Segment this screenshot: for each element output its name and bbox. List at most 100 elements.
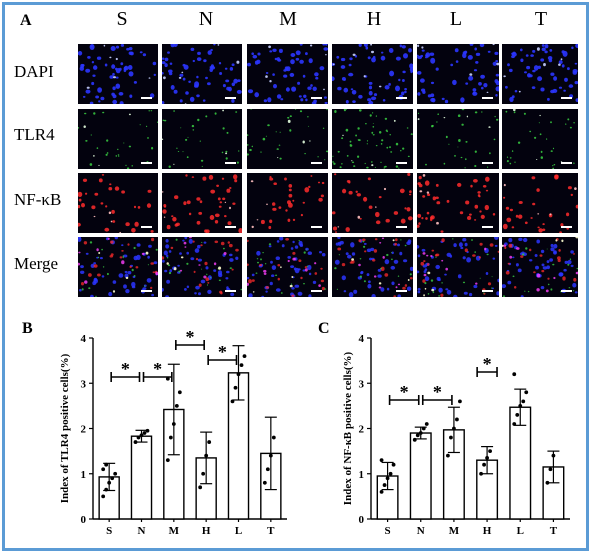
chart-b-data-point <box>230 399 235 404</box>
chart-b-x-tick-label: T <box>267 525 275 537</box>
micrograph-dapi-l <box>417 44 499 104</box>
chart-c-data-point <box>379 489 384 494</box>
chart-c-bar-n <box>409 432 432 520</box>
micrograph-merge-h <box>332 237 413 297</box>
chart-b-data-point <box>233 385 238 390</box>
micrograph-dapi-s <box>78 44 158 104</box>
micrograph-merge-l <box>417 237 499 297</box>
scale-bar <box>225 226 236 228</box>
chart-b-y-tick-label: 2 <box>81 424 87 436</box>
chart-b-x-tick-label: M <box>169 525 180 537</box>
chart-b-data-point <box>104 462 109 467</box>
chart-b-y-tick-label: 1 <box>81 469 87 481</box>
chart-b-data-point <box>107 480 112 485</box>
chart-b-data-point <box>133 440 138 444</box>
chart-b-data-point <box>145 428 150 433</box>
chart-c-data-point <box>479 471 483 476</box>
chart-b-x-tick-label: H <box>202 525 211 537</box>
chart-b-data-point <box>177 390 182 395</box>
scale-bar <box>141 97 152 99</box>
scale-bar <box>561 97 572 99</box>
chart-c-data-point <box>515 413 520 417</box>
chart-b-data-point <box>171 422 176 426</box>
scale-bar <box>561 290 572 292</box>
micrograph-tlr4-n <box>162 109 242 169</box>
chart-c-data-point <box>521 399 526 404</box>
chart-c-significance-star: * <box>433 382 442 402</box>
chart-c-y-axis-title: Index of NF-κB positive cells(%) <box>342 351 354 505</box>
chart-b-data-point <box>204 453 209 458</box>
chart-b-data-point <box>168 435 173 440</box>
chart-c-data-point <box>446 453 450 458</box>
chart-b-data-point <box>110 476 115 481</box>
chart-c-x-tick-label: M <box>449 525 460 537</box>
chart-c-data-point <box>385 476 390 481</box>
row-label-dapi: DAPI <box>14 62 54 81</box>
micrograph-merge-n <box>162 237 242 297</box>
chart-b-data-point <box>142 431 147 435</box>
micrograph-nfkb-n <box>162 173 242 233</box>
chart-c-data-point <box>548 467 553 472</box>
chart-c-data-point <box>379 458 384 463</box>
micrograph-tlr4-t <box>502 109 578 169</box>
column-header-s: S <box>116 8 128 30</box>
chart-c-data-point <box>424 422 429 426</box>
chart-c-x-tick-label: H <box>483 525 492 537</box>
scale-bar <box>482 290 493 292</box>
scale-bar <box>311 162 322 164</box>
column-header-l: L <box>449 8 463 30</box>
chart-b-data-point <box>207 440 212 444</box>
chart-c-data-point <box>512 372 517 377</box>
chart-c-data-point <box>488 449 492 454</box>
column-header-h: H <box>366 8 382 30</box>
chart-c-data-point <box>551 453 556 458</box>
scale-bar <box>396 97 407 99</box>
chart-c-data-point <box>482 462 486 467</box>
chart-b-data-point <box>198 485 203 490</box>
chart-c-y-tick-label: 4 <box>359 333 365 345</box>
micrograph-dapi-n <box>162 44 242 104</box>
scale-bar <box>561 162 572 164</box>
micrograph-nfkb-s <box>78 173 158 233</box>
chart-b-significance-star: * <box>121 359 130 379</box>
micrograph-dapi-m <box>247 44 328 104</box>
chart-c-x-tick-label: N <box>417 525 425 537</box>
chart-b-bar-n <box>130 435 153 520</box>
chart-c-data-point <box>485 456 489 460</box>
chart-b-significance-star: * <box>153 359 162 379</box>
row-label-merge: Merge <box>14 254 59 273</box>
chart-b-y-tick-label: 3 <box>81 378 87 390</box>
scale-bar <box>141 162 152 164</box>
scale-bar <box>141 226 152 228</box>
chart-c-data-point <box>415 433 420 438</box>
micrograph-nfkb-l <box>417 173 499 233</box>
row-label-tlr4: TLR4 <box>14 125 55 144</box>
scale-bar <box>225 162 236 164</box>
chart-b-data-point <box>136 435 141 440</box>
chart-b-data-point <box>239 363 244 368</box>
chart-c-x-tick-label: L <box>517 525 524 537</box>
chart-b-y-tick-label: 0 <box>81 514 87 526</box>
micrograph-nfkb-h <box>332 173 413 233</box>
chart-b-significance-star: * <box>186 327 195 347</box>
chart-b-data-point <box>104 487 109 492</box>
micrograph-dapi-t <box>502 44 578 104</box>
chart-c-y-tick-label: 3 <box>359 378 365 390</box>
chart-c-data-point <box>382 483 387 487</box>
chart-c-data-point <box>449 435 453 440</box>
column-header-m: M <box>279 8 297 30</box>
chart-b-data-point <box>242 354 247 358</box>
chart-b-data-point <box>265 467 270 472</box>
scale-bar <box>225 290 236 292</box>
scale-bar <box>482 162 493 164</box>
chart-c-y-tick-label: 2 <box>359 424 365 436</box>
chart-c-data-point <box>455 417 459 422</box>
chart-c-y-tick-label: 0 <box>359 514 365 526</box>
micrograph-tlr4-m <box>247 109 328 169</box>
chart-c-data-point <box>524 390 529 395</box>
chart-b-data-point <box>113 471 118 476</box>
chart-c-data-point <box>518 403 523 408</box>
chart-c-significance-star: * <box>400 382 409 402</box>
